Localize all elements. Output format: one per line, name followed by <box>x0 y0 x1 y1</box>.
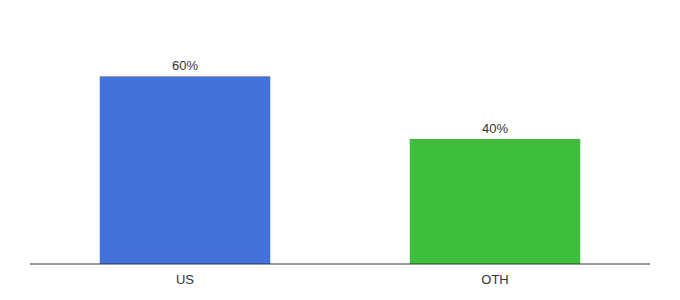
x-tick-label: OTH <box>481 272 508 287</box>
plot-area: 60% 40% US OTH <box>30 58 650 287</box>
x-axis-line <box>30 264 650 265</box>
chart: 60% 40% US OTH <box>0 0 680 300</box>
data-label: 40% <box>482 121 508 136</box>
bar <box>410 139 581 264</box>
data-label: 60% <box>172 58 198 73</box>
chart-container: 60% 40% US OTH <box>0 0 680 300</box>
bars <box>100 76 581 264</box>
bar <box>100 76 271 264</box>
x-tick-label: US <box>176 272 194 287</box>
